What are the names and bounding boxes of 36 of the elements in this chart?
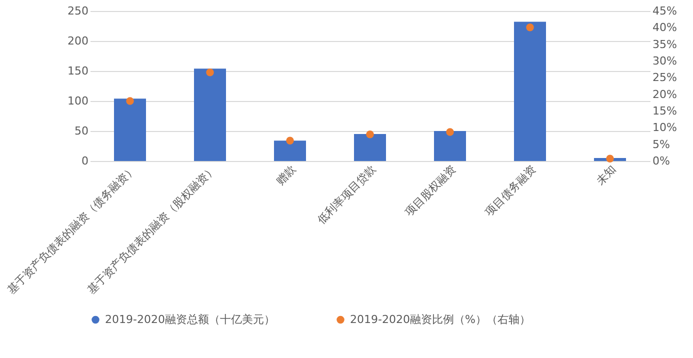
- x-tick-label: 项目债务融资: [482, 162, 538, 219]
- x-tick-label: 低利率项目贷款: [314, 162, 378, 226]
- bar: [114, 98, 146, 161]
- y2-tick-label: 45%: [652, 4, 677, 18]
- y2-tick-label: 35%: [652, 38, 677, 51]
- bar: [434, 131, 466, 161]
- y-tick-label: 100: [68, 94, 88, 108]
- bar: [514, 22, 546, 161]
- point: [446, 128, 454, 136]
- y2-tick-label: 5%: [652, 138, 670, 151]
- point: [206, 68, 214, 76]
- y-tick-label: 200: [68, 34, 88, 48]
- point: [606, 154, 614, 163]
- y-tick-label: 150: [68, 64, 88, 78]
- point: [126, 97, 134, 105]
- point: [286, 136, 294, 145]
- y-tick-label: 50: [74, 124, 88, 138]
- point: [526, 23, 534, 32]
- x-tick-label: 赠款: [274, 162, 298, 188]
- y-tick-label: 250: [68, 4, 88, 18]
- y-tick-label: 0: [82, 154, 88, 168]
- bar: [354, 134, 386, 161]
- legend-label: 2019-2020融资比例（%）（右轴）: [350, 312, 530, 326]
- legend-label: 2019-2020融资总额（十亿美元）: [105, 312, 275, 326]
- bar: [274, 140, 306, 161]
- y2-tick-label: 30%: [652, 54, 677, 68]
- y2-tick-label: 20%: [652, 88, 677, 101]
- bar: [194, 68, 226, 161]
- y2-tick-label: 0%: [652, 154, 670, 168]
- x-tick-label: 项目股权融资: [402, 162, 458, 219]
- x-tick-label: 未知: [594, 162, 618, 188]
- y2-tick-label: 25%: [652, 71, 677, 84]
- point: [366, 130, 374, 138]
- y2-tick-label: 15%: [652, 104, 677, 118]
- y2-tick-label: 40%: [652, 21, 677, 34]
- y2-tick-label: 10%: [652, 121, 677, 134]
